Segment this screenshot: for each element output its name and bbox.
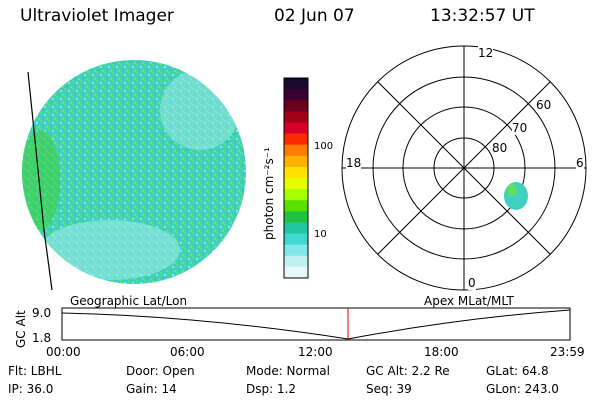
time-label: 13:32:57 UT — [430, 6, 535, 26]
info-gain: Gain: 14 — [126, 382, 177, 396]
y-tick-high: 9.0 — [32, 306, 52, 320]
colorbar-segment — [284, 100, 308, 112]
colorbar-segment — [284, 222, 308, 235]
mlt-label-12: 12 — [478, 46, 494, 60]
colorbar-segment — [284, 266, 308, 279]
colorbar — [283, 77, 309, 279]
info-door: Door: Open — [126, 364, 195, 378]
info-mode: Mode: Normal — [246, 364, 330, 378]
colorbar-tick-100: 100 — [314, 141, 334, 152]
x-tick-0600: 06:00 — [170, 345, 205, 359]
title: Ultraviolet Imager — [20, 6, 174, 26]
x-tick-2359: 23:59 — [550, 345, 585, 359]
colorbar-segment — [284, 255, 308, 268]
colorbar-segment — [284, 244, 308, 257]
info-gcalt: GC Alt: 2.2 Re — [366, 364, 450, 378]
y-tick-low: 1.8 — [32, 331, 52, 345]
timeline-right-label: Apex MLat/MLT — [424, 294, 514, 308]
mlt-label-6: 6 — [576, 156, 584, 170]
lat-label-70: 70 — [512, 121, 528, 135]
colorbar-segment — [284, 211, 308, 223]
info-dsp: Dsp: 1.2 — [246, 382, 297, 396]
x-tick-0000: 00:00 — [46, 345, 81, 359]
colorbar-segment — [284, 155, 308, 168]
timeline-left-label: Geographic Lat/Lon — [70, 294, 188, 308]
info-glat: GLat: 64.8 — [486, 364, 549, 378]
info-flt: Flt: LBHL — [8, 364, 62, 378]
colorbar-segment — [284, 144, 308, 157]
colorbar-segment — [284, 111, 308, 123]
x-tick-1200: 12:00 — [298, 345, 333, 359]
lat-label-60: 60 — [536, 98, 552, 112]
info-ip: IP: 36.0 — [8, 382, 54, 396]
colorbar-segment — [284, 166, 308, 179]
date-label: 02 Jun 07 — [274, 6, 355, 26]
mlt-label-0: 0 — [468, 276, 476, 290]
lat-label-80: 80 — [492, 141, 508, 155]
colorbar-segment — [284, 189, 308, 201]
colorbar-segment — [284, 133, 308, 146]
colorbar-tick-10: 10 — [314, 229, 327, 240]
colorbar-segment — [284, 200, 308, 212]
colorbar-segment — [284, 122, 308, 135]
x-tick-1800: 18:00 — [424, 345, 459, 359]
info-seq: Seq: 39 — [366, 382, 412, 396]
colorbar-segment — [284, 89, 308, 101]
colorbar-segment — [284, 233, 308, 246]
info-glon: GLon: 243.0 — [486, 382, 559, 396]
colorbar-segment — [284, 78, 308, 90]
mlt-label-18: 18 — [346, 156, 362, 170]
colorbar-segment — [284, 178, 308, 190]
